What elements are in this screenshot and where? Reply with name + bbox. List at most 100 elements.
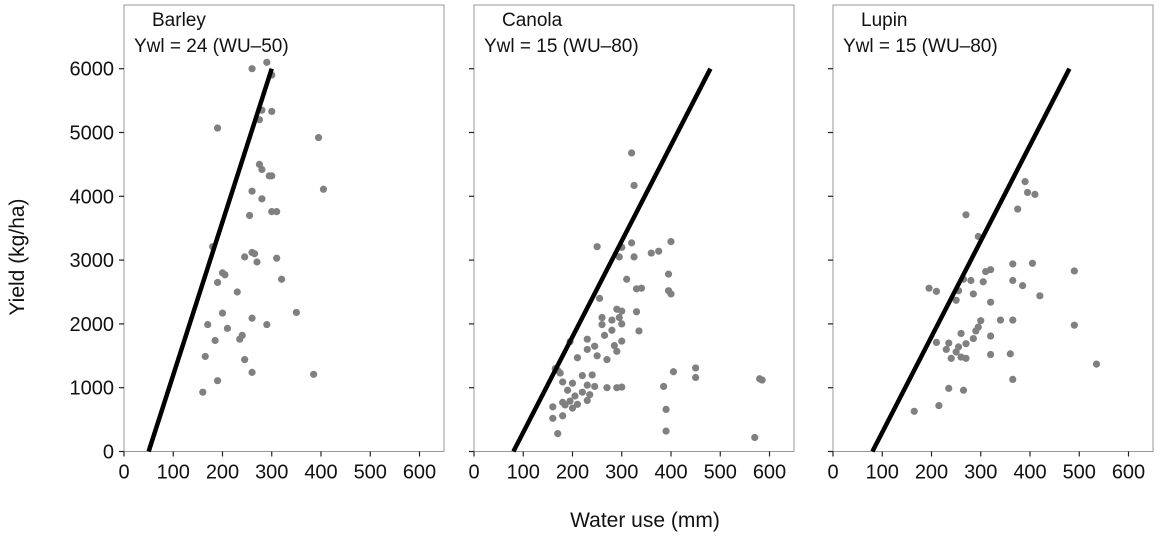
x-tick-label: 0 (468, 462, 479, 484)
data-point (987, 350, 995, 359)
data-point (669, 368, 678, 376)
data-point (1006, 350, 1014, 358)
x-tick-label: 100 (507, 462, 540, 484)
y-tick-label: 3000 (70, 250, 115, 272)
data-point (952, 348, 960, 356)
data-point (618, 307, 626, 315)
data-point (268, 107, 276, 116)
data-point (608, 326, 616, 334)
data-point (660, 382, 668, 391)
data-point (268, 208, 276, 216)
x-tick-label: 300 (255, 462, 288, 484)
panel-equation: Ywl = 15 (WU–80) (484, 36, 639, 57)
data-point (250, 250, 259, 258)
data-point (1009, 260, 1017, 268)
data-point (248, 368, 256, 376)
data-point (615, 253, 623, 261)
data-point (932, 338, 941, 347)
data-point (603, 384, 611, 392)
data-point (1031, 190, 1039, 198)
data-point (655, 247, 663, 255)
data-point (241, 356, 249, 364)
data-point (563, 386, 572, 394)
x-tick-label: 600 (403, 462, 436, 484)
y-tick-label: 1000 (70, 378, 115, 400)
data-point (942, 345, 950, 354)
data-point (578, 371, 586, 380)
data-point (758, 376, 766, 384)
data-point (241, 253, 249, 261)
yield-limit-line (146, 68, 274, 453)
data-point (613, 347, 621, 355)
y-axis-title: Yield (kg/ha) (6, 198, 29, 315)
data-point (591, 382, 599, 391)
panel-barley: 0 1000 2000 3000 4000 5000 6000 0 100 200 300 400 50… (70, 4, 445, 484)
data-point (987, 298, 995, 306)
data-point (593, 352, 601, 360)
data-point (1070, 267, 1078, 275)
data-point (1036, 292, 1044, 300)
data-point (610, 341, 618, 350)
panel-canola: 0 100 200 300 400 500 600 Canola Ywl = 15 (WU–80… (468, 4, 795, 484)
data-point (278, 275, 286, 283)
panel-equation: Ywl = 15 (WU–80) (843, 36, 998, 57)
data-point (591, 342, 599, 350)
data-point (1092, 360, 1101, 368)
data-point (603, 356, 611, 364)
x-tick-label: 100 (866, 462, 899, 484)
data-point (959, 386, 968, 394)
data-point (1028, 259, 1037, 267)
data-point (314, 134, 323, 142)
data-point (221, 271, 229, 279)
data-point (962, 340, 970, 348)
y-tick-label: 2000 (70, 314, 115, 336)
yield-limit-line (870, 67, 1072, 453)
y-tick-label: 0 (103, 442, 114, 464)
data-point (630, 181, 638, 190)
data-point (201, 352, 209, 361)
data-point (1009, 316, 1017, 324)
x-tick-label: 200 (206, 462, 239, 484)
data-point (586, 391, 594, 399)
x-tick-label: 500 (354, 462, 387, 484)
data-point (292, 308, 300, 317)
plot-frame (832, 4, 1154, 452)
data-point (618, 383, 626, 391)
x-tick-label: 200 (915, 462, 948, 484)
data-point (996, 316, 1005, 324)
data-point (273, 254, 281, 262)
data-point (962, 211, 970, 219)
data-point (637, 284, 646, 292)
data-point (213, 377, 222, 385)
x-axis-title: Water use (mm) (570, 509, 720, 532)
y-tick-label: 5000 (70, 123, 115, 145)
data-point (692, 364, 700, 372)
data-point (248, 65, 256, 73)
data-point (1070, 321, 1078, 329)
data-point (253, 258, 261, 266)
data-point (662, 405, 670, 413)
data-point (319, 185, 328, 193)
data-point (263, 320, 271, 329)
data-point (598, 313, 606, 322)
x-tick-label: 500 (704, 462, 737, 484)
x-tick-label: 300 (605, 462, 638, 484)
data-point (559, 412, 567, 420)
data-point (618, 320, 626, 328)
x-tick-label: 600 (1112, 462, 1145, 484)
data-point (268, 172, 276, 180)
data-point (1009, 375, 1017, 384)
data-point (568, 379, 577, 387)
x-tick-label: 100 (157, 462, 190, 484)
data-point (751, 433, 759, 442)
data-point (1009, 276, 1017, 285)
data-point (583, 345, 591, 354)
y-tick-label: 6000 (70, 59, 115, 81)
data-point (273, 208, 281, 216)
data-point (692, 373, 700, 382)
panel-equation: Ywl = 24 (WU–50) (134, 36, 289, 57)
data-point (248, 187, 256, 195)
data-point (628, 239, 636, 247)
data-point (615, 313, 623, 322)
plot-frame (123, 4, 445, 452)
